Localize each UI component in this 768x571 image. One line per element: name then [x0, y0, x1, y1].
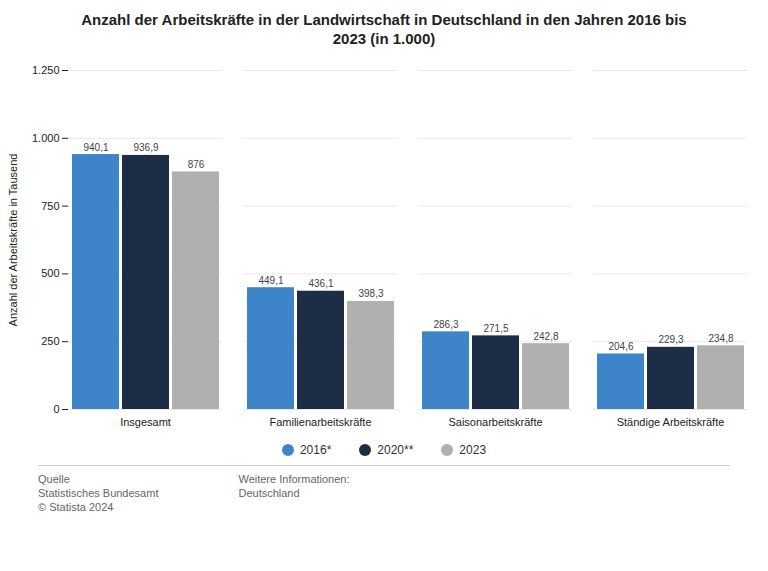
- svg-text:0: 0: [53, 403, 59, 415]
- svg-text:Saisonarbeitskräfte: Saisonarbeitskräfte: [448, 416, 542, 428]
- svg-text:229,3: 229,3: [658, 334, 683, 345]
- html-text:Quelle Statistisches Bundesamt: Quelle Statistisches Bundesamt © Statist…: [38, 473, 159, 513]
- svg-text:876: 876: [188, 159, 205, 170]
- svg-text:500: 500: [41, 267, 59, 279]
- svg-text:250: 250: [41, 335, 59, 347]
- svg-text:940,1: 940,1: [83, 142, 108, 153]
- svg-text:936,9: 936,9: [133, 142, 158, 153]
- svg-text:271,5: 271,5: [483, 323, 508, 334]
- html-text:Weitere Informationen: Deutsch: Weitere Informationen: Deutschland: [238, 473, 350, 499]
- html-text:2020**: 2020**: [377, 443, 414, 457]
- svg-text:204,6: 204,6: [608, 341, 633, 352]
- html-text:Anzahl der Arbeitskräfte in de: Anzahl der Arbeitskräfte in der Landwirt…: [81, 11, 687, 47]
- svg-text:750: 750: [41, 200, 59, 212]
- svg-text:Insgesamt: Insgesamt: [120, 416, 171, 428]
- svg-text:242,8: 242,8: [533, 331, 558, 342]
- svg-text:449,1: 449,1: [258, 275, 283, 286]
- svg-text:Ständige Arbeitskräfte: Ständige Arbeitskräfte: [617, 416, 725, 428]
- html-text:2016*: 2016*: [299, 443, 332, 457]
- svg-text:234,8: 234,8: [708, 333, 733, 344]
- svg-text:436,1: 436,1: [308, 278, 333, 289]
- svg-text:Anzahl der Arbeitskräfte in Ta: Anzahl der Arbeitskräfte in Tausend: [7, 154, 19, 327]
- svg-text:1.000: 1.000: [32, 132, 60, 144]
- svg-text:Familienarbeitskräfte: Familienarbeitskräfte: [269, 416, 371, 428]
- svg-text:398,3: 398,3: [358, 288, 383, 299]
- html-text:2023: 2023: [459, 443, 487, 457]
- svg-text:1.250: 1.250: [32, 64, 60, 76]
- svg-text:286,3: 286,3: [433, 319, 458, 330]
